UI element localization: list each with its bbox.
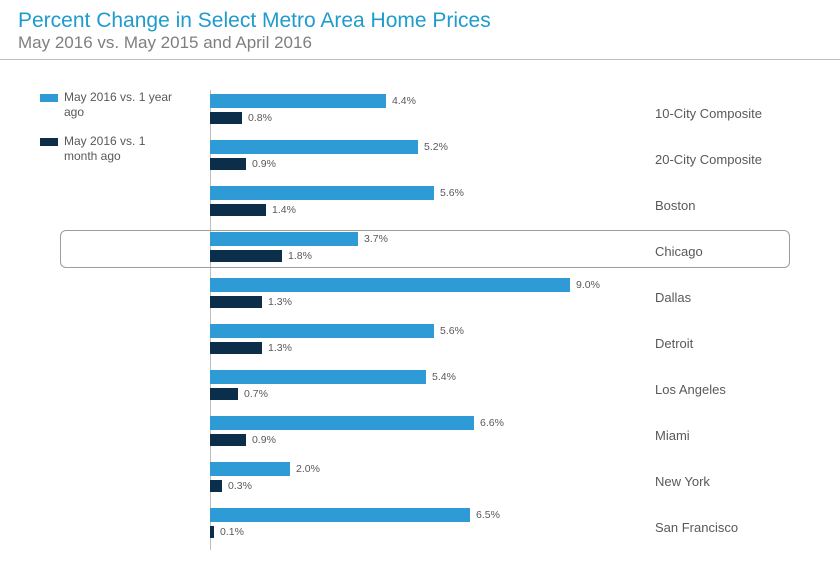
bar-month: 0.3% [210,480,222,492]
bar-year-value: 5.6% [440,187,464,199]
legend-swatch-year [40,94,58,102]
city-label: San Francisco [655,520,738,535]
bar-year: 4.4% [210,94,386,108]
legend-label-year: May 2016 vs. 1 year ago [64,90,180,120]
bar-month: 0.9% [210,434,246,446]
chart-row: 9.0%1.3%Dallas [210,274,610,320]
chart-row: 5.6%1.4%Boston [210,182,610,228]
city-label: 10-City Composite [655,106,762,121]
chart-row: 5.4%0.7%Los Angeles [210,366,610,412]
bar-year-value: 2.0% [296,463,320,475]
chart-row: 6.6%0.9%Miami [210,412,610,458]
legend-item-year: May 2016 vs. 1 year ago [40,90,180,120]
legend-swatch-month [40,138,58,146]
bar-year-value: 6.6% [480,417,504,429]
bar-month-value: 1.8% [288,250,312,262]
bar-month: 0.8% [210,112,242,124]
chart-subtitle: May 2016 vs. May 2015 and April 2016 [18,33,840,59]
city-label: Los Angeles [655,382,726,397]
bar-month-value: 1.3% [268,296,292,308]
bar-month-value: 0.7% [244,388,268,400]
bar-month: 1.3% [210,296,262,308]
bar-year: 6.6% [210,416,474,430]
bar-month: 1.4% [210,204,266,216]
bar-year: 5.4% [210,370,426,384]
city-label: Dallas [655,290,691,305]
bar-month-value: 1.4% [272,204,296,216]
bar-month: 0.7% [210,388,238,400]
bar-month-value: 0.3% [228,480,252,492]
bar-year: 6.5% [210,508,470,522]
bar-month: 1.8% [210,250,282,262]
bar-month-value: 0.9% [252,158,276,170]
legend-label-month: May 2016 vs. 1 month ago [64,134,180,164]
chart-row: 5.2%0.9%20-City Composite [210,136,610,182]
bar-year: 5.6% [210,186,434,200]
bar-month-value: 1.3% [268,342,292,354]
bar-month: 0.9% [210,158,246,170]
legend: May 2016 vs. 1 year ago May 2016 vs. 1 m… [40,90,180,178]
bar-year: 5.2% [210,140,418,154]
bar-month-value: 0.9% [252,434,276,446]
chart-row: 3.7%1.8%Chicago [210,228,610,274]
bar-year-value: 9.0% [576,279,600,291]
bar-year-value: 3.7% [364,233,388,245]
city-label: New York [655,474,710,489]
legend-item-month: May 2016 vs. 1 month ago [40,134,180,164]
bar-year-value: 6.5% [476,509,500,521]
chart-title: Percent Change in Select Metro Area Home… [18,8,840,33]
chart-row: 6.5%0.1%San Francisco [210,504,610,550]
chart-header: Percent Change in Select Metro Area Home… [0,0,840,60]
chart-area: May 2016 vs. 1 year ago May 2016 vs. 1 m… [0,90,840,560]
bar-month: 0.1% [210,526,214,538]
city-label: Miami [655,428,690,443]
bar-year-value: 5.4% [432,371,456,383]
bar-year-value: 5.6% [440,325,464,337]
chart-row: 5.6%1.3%Detroit [210,320,610,366]
city-label: Chicago [655,244,703,259]
city-label: Detroit [655,336,693,351]
bar-month: 1.3% [210,342,262,354]
city-label: Boston [655,198,695,213]
chart-row: 4.4%0.8%10-City Composite [210,90,610,136]
chart-row: 2.0%0.3%New York [210,458,610,504]
bar-year: 9.0% [210,278,570,292]
bar-year-value: 4.4% [392,95,416,107]
bar-year: 3.7% [210,232,358,246]
city-label: 20-City Composite [655,152,762,167]
bar-year: 5.6% [210,324,434,338]
bar-year-value: 5.2% [424,141,448,153]
bar-month-value: 0.8% [248,112,272,124]
bar-year: 2.0% [210,462,290,476]
bar-month-value: 0.1% [220,526,244,538]
chart-plot: 4.4%0.8%10-City Composite5.2%0.9%20-City… [210,90,610,550]
